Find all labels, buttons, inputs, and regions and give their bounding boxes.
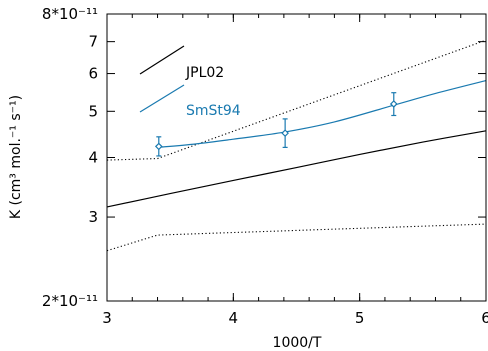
y-tick-label-4: 6 [88, 65, 98, 83]
series-line-1 [106, 39, 487, 161]
series-line-2 [106, 223, 487, 252]
data-point-2 [389, 100, 398, 108]
plot-points [154, 92, 398, 157]
legend-label-smst94: SmSt94 [186, 103, 241, 119]
y-tick-label-2: 4 [88, 149, 98, 167]
y-tick-label-6: 8*10⁻¹¹ [42, 5, 98, 23]
legend-swatch-smst94 [139, 84, 185, 113]
y-tick-label-0: 2*10⁻¹¹ [42, 292, 98, 310]
data-point-0 [154, 142, 163, 151]
x-tick-label-0: 3 [102, 309, 112, 327]
legend-swatch-jpl02 [139, 45, 185, 75]
series-line-3 [157, 79, 487, 148]
x-axis-label: 1000/T [273, 335, 322, 351]
ticks [106, 13, 487, 302]
legend: JPL02 SmSt94 [139, 45, 241, 119]
y-tick-label-5: 7 [88, 33, 98, 51]
legend-label-jpl02: JPL02 [185, 65, 224, 81]
x-tick-label-1: 4 [229, 309, 239, 327]
x-tick-label-3: 6 [481, 309, 488, 327]
y-axis-label: K (cm³ mol.⁻¹ s⁻¹) [8, 95, 24, 219]
data-point-1 [281, 129, 289, 137]
y-tick-label-3: 5 [88, 102, 98, 120]
y-tick-label-1: 3 [88, 208, 98, 226]
series-line-0 [106, 130, 487, 208]
plot-frame [106, 13, 487, 302]
plot-lines [106, 39, 487, 252]
x-tick-label-2: 5 [355, 309, 365, 327]
